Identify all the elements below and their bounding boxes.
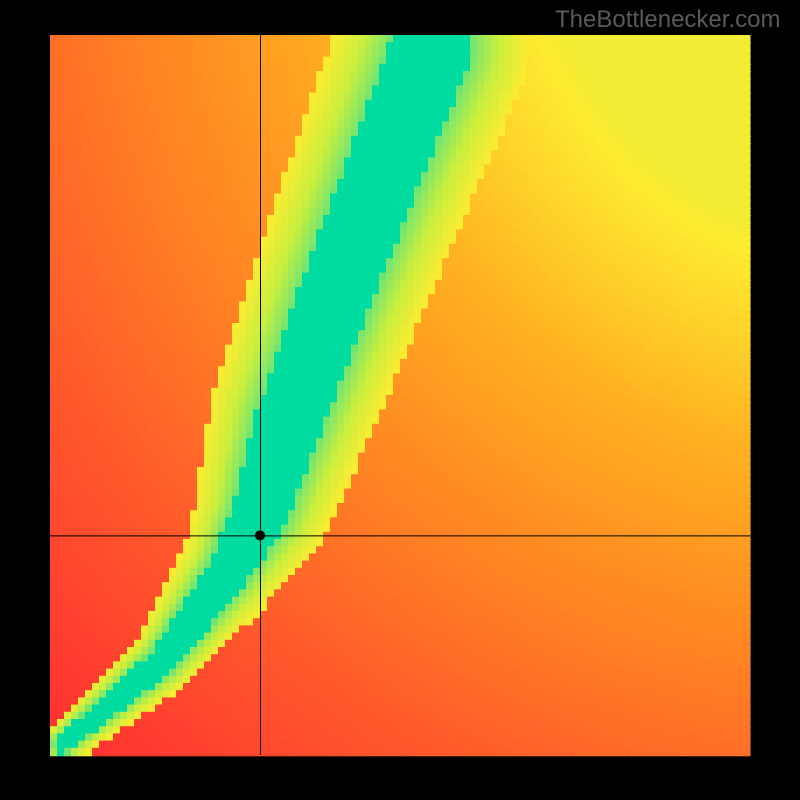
watermark-text: TheBottlenecker.com (555, 6, 780, 34)
chart-stage: TheBottlenecker.com (0, 0, 800, 800)
heatmap-canvas (0, 0, 800, 800)
